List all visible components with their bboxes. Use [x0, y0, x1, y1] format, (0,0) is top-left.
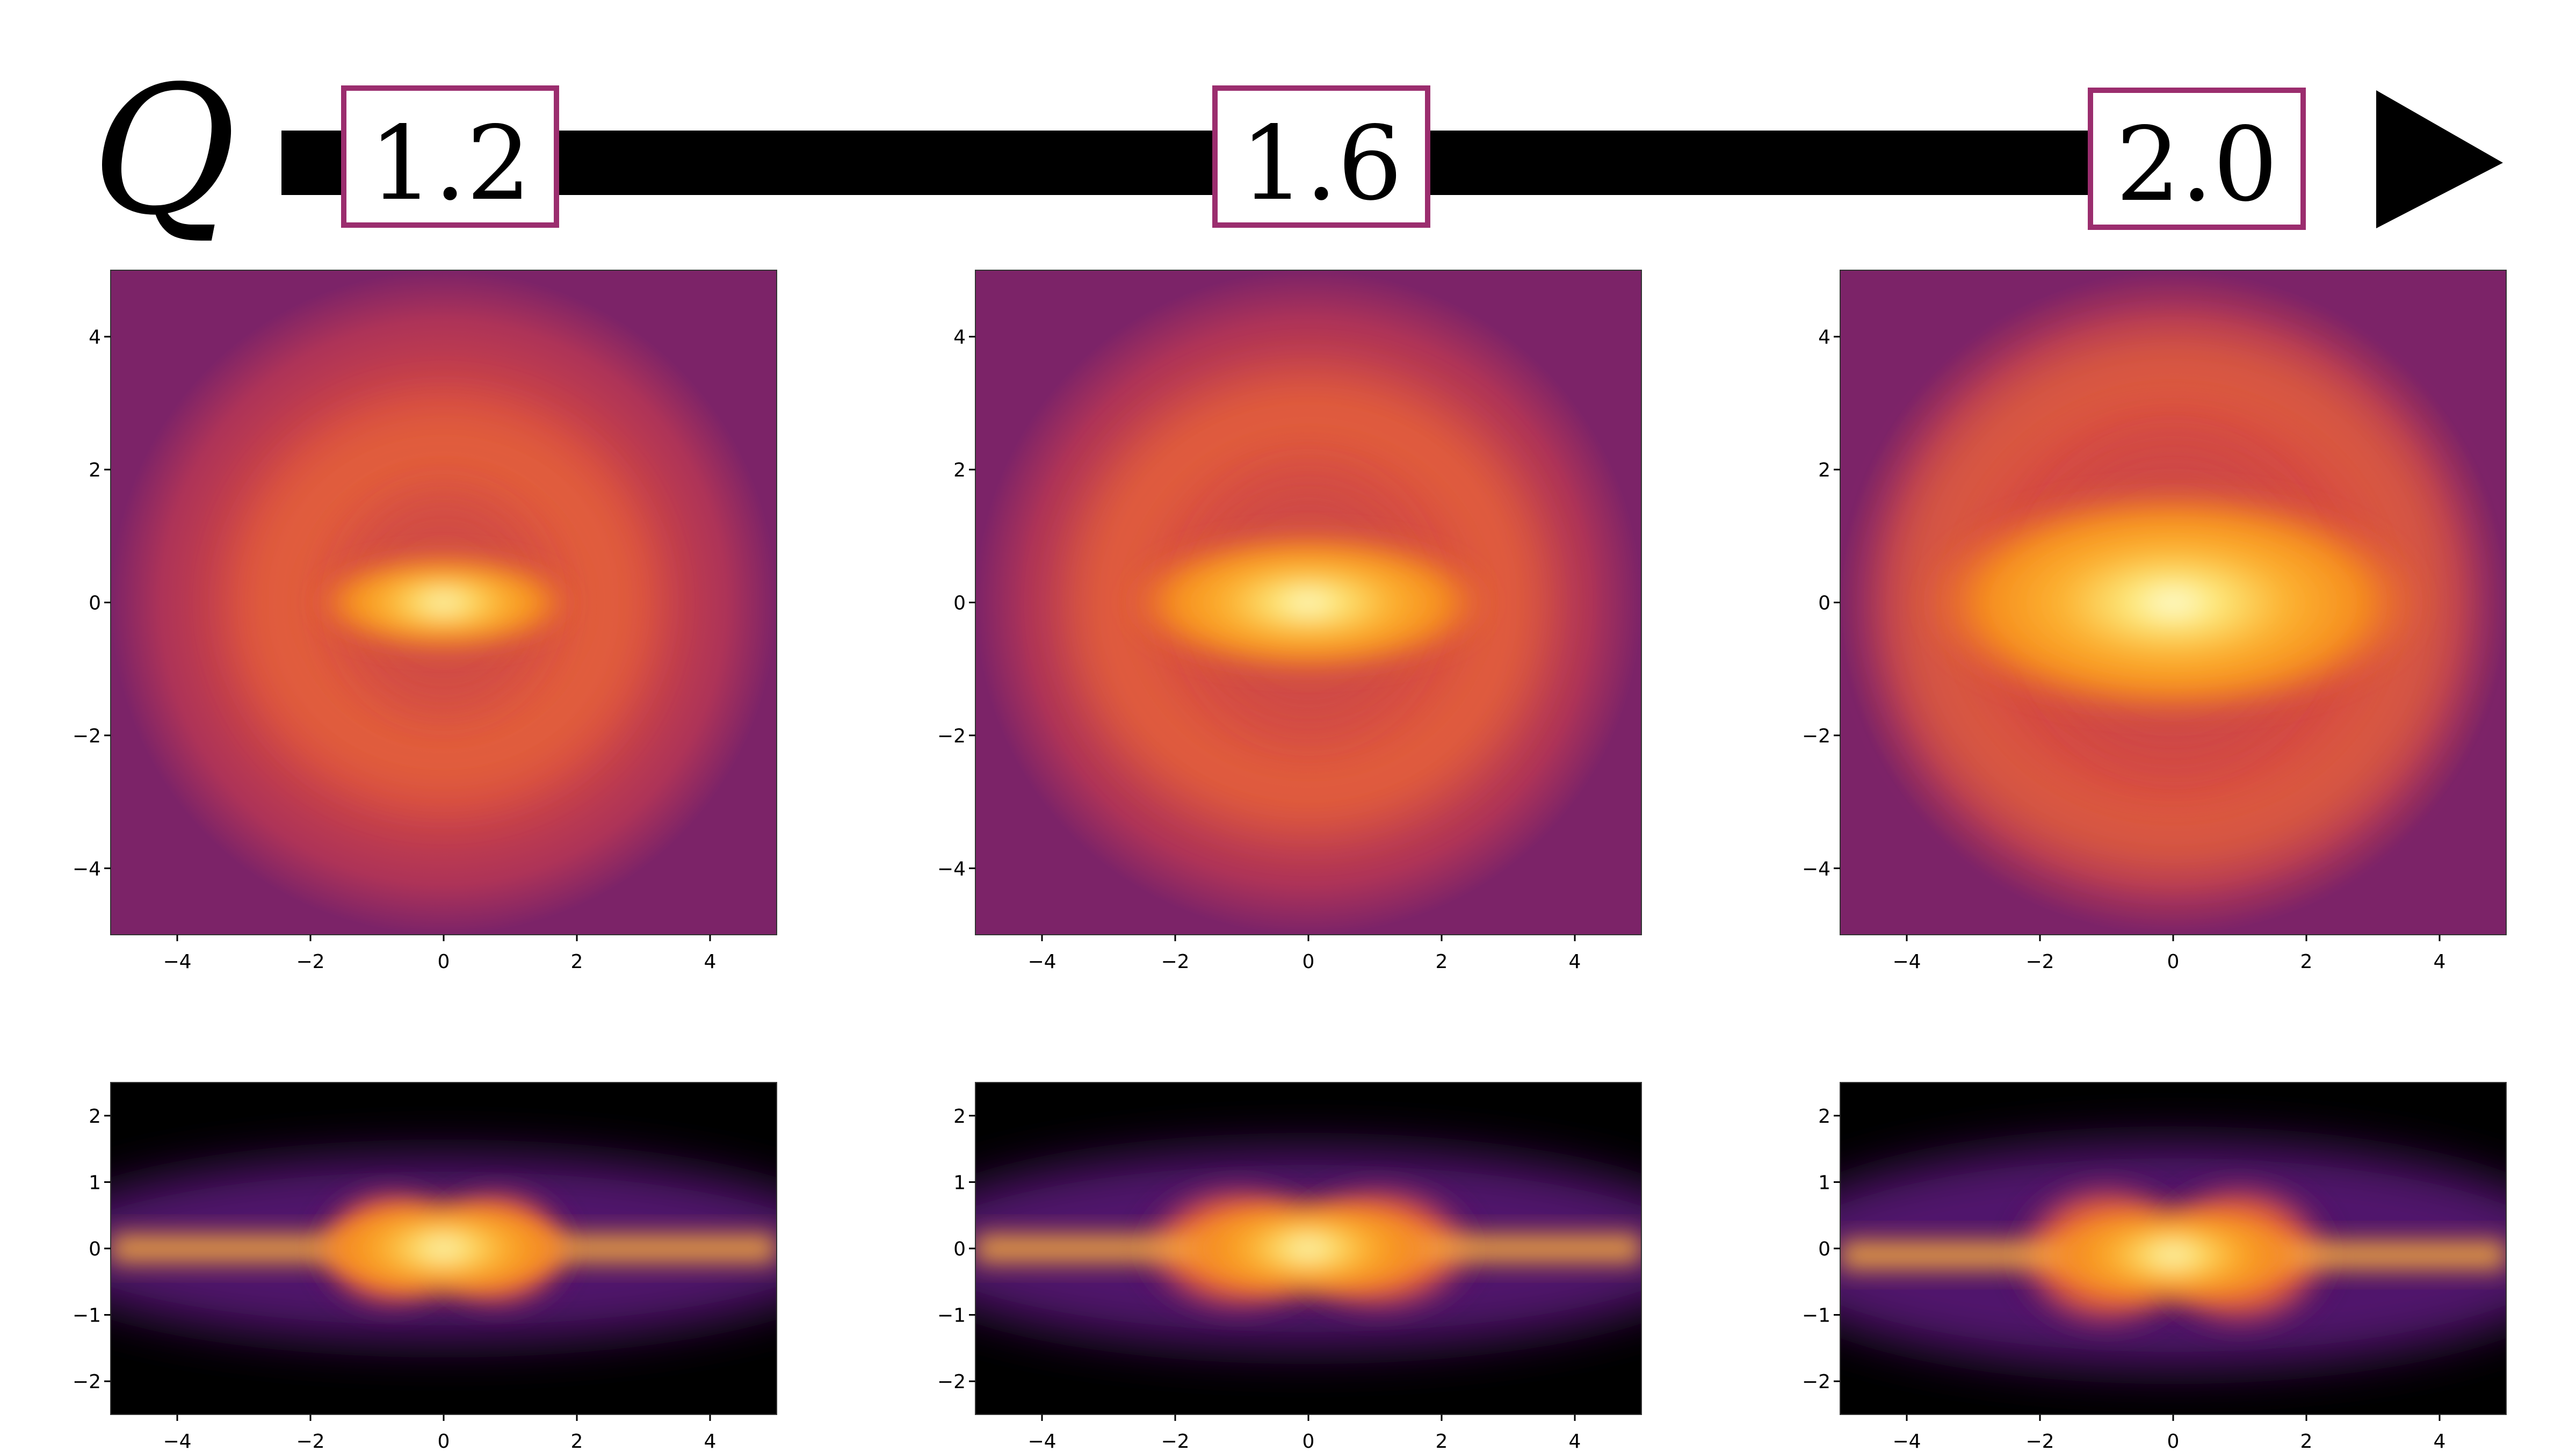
- x-tick-label: 2: [1436, 951, 1448, 973]
- parameter-symbol: Q: [91, 48, 237, 254]
- x-tick-label: 0: [438, 951, 450, 973]
- x-tick-label: −2: [296, 951, 324, 973]
- heatmap-image: [111, 270, 777, 935]
- y-tick-label: 4: [953, 327, 966, 349]
- y-tick-label: 1: [953, 1172, 966, 1194]
- y-tick-label: 2: [1818, 1106, 1830, 1128]
- bar-core: [1920, 486, 2426, 719]
- heatmap-panel-edge-on-2: −4 −2 0 2 4 2 1 0 −1 −2: [937, 1082, 1642, 1451]
- value-box-2: 1.6: [1212, 85, 1430, 228]
- bulge-core: [1180, 1197, 1437, 1300]
- x-tick-label: −4: [1027, 1431, 1056, 1448]
- x-tick-label: 0: [1303, 1431, 1315, 1448]
- y-tick-label: −2: [1802, 725, 1830, 747]
- value-label-3: 2.0: [2116, 105, 2278, 224]
- y-tick-label: 2: [1818, 459, 1830, 481]
- bulge-core: [2044, 1204, 2302, 1306]
- x-tick-label: 2: [2300, 951, 2313, 973]
- y-tick-label: −4: [937, 858, 966, 880]
- x-tick-label: 4: [2434, 951, 2446, 973]
- y-tick-label: 2: [89, 1106, 101, 1128]
- y-tick-label: 4: [1818, 327, 1830, 349]
- y-tick-label: −2: [1802, 1371, 1830, 1393]
- x-tick-label: −2: [1161, 1431, 1189, 1448]
- x-tick-label: −2: [1161, 951, 1189, 973]
- x-tick-label: 0: [2167, 1431, 2180, 1448]
- value-box-3: 2.0: [2088, 88, 2306, 230]
- bar-core: [1124, 530, 1493, 675]
- y-tick-label: 0: [89, 1238, 101, 1260]
- y-tick-label: 0: [953, 1238, 966, 1260]
- x-tick-label: 2: [571, 1431, 583, 1448]
- parameter-header: Q 1.2 1.6 2.0: [91, 48, 2503, 254]
- x-tick-label: −2: [296, 1431, 324, 1448]
- ring-structure: [1068, 372, 1549, 833]
- value-label-1: 1.2: [369, 104, 531, 223]
- heatmap-panel-edge-on-3: −4 −2 0 2 4 2 1 0 −1 −2: [1802, 1082, 2507, 1451]
- y-tick-label: −1: [73, 1305, 101, 1327]
- x-tick-label: 0: [2167, 951, 2180, 973]
- heatmap-image: [975, 1082, 1641, 1414]
- y-tick-label: −2: [73, 1371, 101, 1393]
- x-tick-label: 4: [2434, 1431, 2446, 1448]
- y-tick-label: −1: [937, 1305, 966, 1327]
- x-tick-label: −4: [163, 951, 191, 973]
- heatmap-image: [1840, 270, 2506, 935]
- y-tick-label: 0: [1818, 593, 1830, 615]
- y-tick-label: −4: [1802, 858, 1830, 880]
- heatmap-image: [1840, 1082, 2506, 1414]
- x-tick-label: −2: [2025, 951, 2054, 973]
- arrow-head: [2376, 90, 2503, 228]
- value-label-2: 1.6: [1240, 104, 1402, 223]
- y-tick-label: 2: [89, 459, 101, 481]
- y-tick-label: −2: [73, 725, 101, 747]
- y-tick-label: 2: [953, 1106, 966, 1128]
- y-tick-label: 1: [89, 1172, 101, 1194]
- heatmap-panel-face-on-2: −4 −2 0 2 4 4 2 0 −2 −4: [937, 270, 1642, 973]
- bar-core: [313, 553, 574, 652]
- x-tick-label: −2: [2025, 1431, 2054, 1448]
- y-tick-label: 0: [1818, 1238, 1830, 1260]
- heatmap-panel-face-on-3: −4 −2 0 2 4 4 2 0 −2 −4: [1802, 270, 2507, 973]
- x-tick-label: 2: [2300, 1431, 2313, 1448]
- x-tick-label: 4: [704, 951, 717, 973]
- x-tick-label: −4: [163, 1431, 191, 1448]
- arrow-shaft: [281, 131, 2108, 195]
- y-tick-label: 0: [953, 593, 966, 615]
- bulge-core: [315, 1197, 573, 1300]
- y-tick-label: −2: [937, 725, 966, 747]
- y-tick-label: 1: [1818, 1172, 1830, 1194]
- x-tick-label: −4: [1027, 951, 1056, 973]
- heatmap-panels: −4 −2 0 2 4 4 2 0 −2 −4 −4 −2 0 2 4 4 2 0 −2 −4 −4 −2 0 2 4 4 2 0 −2…: [73, 270, 2507, 1451]
- y-tick-label: −1: [1802, 1305, 1830, 1327]
- ring-structure: [237, 404, 650, 801]
- x-tick-label: −4: [1892, 1431, 1921, 1448]
- y-tick-label: −2: [937, 1371, 966, 1393]
- x-tick-label: 0: [1303, 951, 1315, 973]
- x-tick-label: 0: [438, 1431, 450, 1448]
- y-tick-label: 2: [953, 459, 966, 481]
- heatmap-image: [111, 1082, 777, 1414]
- y-tick-label: −4: [73, 858, 101, 880]
- x-tick-label: 4: [1569, 1431, 1581, 1448]
- x-tick-label: −4: [1892, 951, 1921, 973]
- value-box-1: 1.2: [341, 85, 559, 228]
- heatmap-panel-edge-on-1: −4 −2 0 2 4 2 1 0 −1 −2: [73, 1082, 777, 1451]
- x-tick-label: 4: [704, 1431, 717, 1448]
- x-tick-label: 4: [1569, 951, 1581, 973]
- y-tick-label: 4: [89, 327, 101, 349]
- y-tick-label: 0: [89, 593, 101, 615]
- heatmap-image: [975, 270, 1641, 935]
- heatmap-panel-face-on-1: −4 −2 0 2 4 4 2 0 −2 −4: [73, 270, 777, 973]
- x-tick-label: 2: [571, 951, 583, 973]
- x-tick-label: 2: [1436, 1431, 1448, 1448]
